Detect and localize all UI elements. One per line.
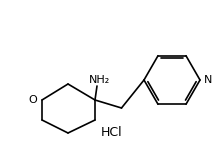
Text: HCl: HCl [101,127,123,140]
Text: NH₂: NH₂ [88,75,110,85]
Text: N: N [204,75,212,85]
Text: O: O [29,95,37,105]
